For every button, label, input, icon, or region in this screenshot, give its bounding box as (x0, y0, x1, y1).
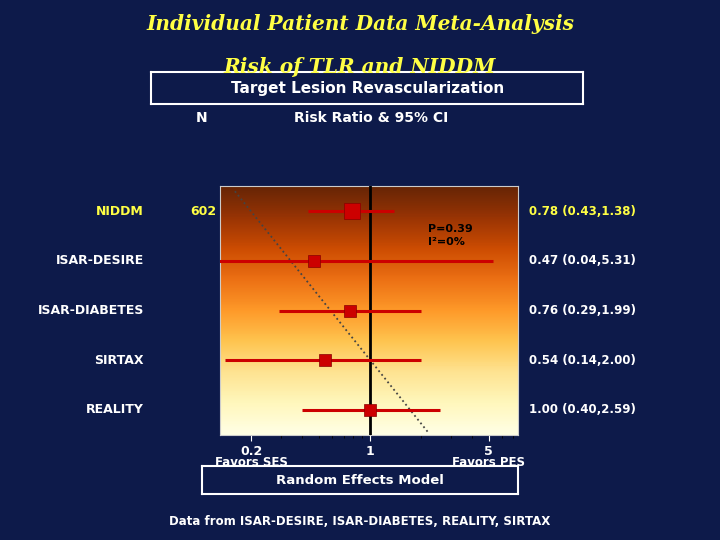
Text: SIRTAX: SIRTAX (94, 354, 144, 367)
Text: Data from ISAR-DESIRE, ISAR-DIABETES, REALITY, SIRTAX: Data from ISAR-DESIRE, ISAR-DIABETES, RE… (169, 515, 551, 528)
Text: 1.00 (0.40,2.59): 1.00 (0.40,2.59) (529, 403, 636, 416)
Text: Risk Ratio & 95% CI: Risk Ratio & 95% CI (294, 111, 448, 125)
Text: 0.76 (0.29,1.99): 0.76 (0.29,1.99) (529, 304, 636, 317)
Text: REALITY: REALITY (86, 403, 144, 416)
Text: Random Effects Model: Random Effects Model (276, 474, 444, 487)
Text: NIDDM: NIDDM (96, 205, 144, 218)
Text: ISAR-DESIRE: ISAR-DESIRE (55, 254, 144, 267)
Text: P=0.39
I²=0%: P=0.39 I²=0% (428, 224, 473, 247)
Text: 602: 602 (191, 205, 217, 218)
Text: Favors SES: Favors SES (215, 456, 288, 469)
Text: Target Lesion Revascularization: Target Lesion Revascularization (230, 80, 504, 96)
Text: 0.54 (0.14,2.00): 0.54 (0.14,2.00) (529, 354, 636, 367)
Text: ISAR-DIABETES: ISAR-DIABETES (37, 304, 144, 317)
Text: Individual Patient Data Meta-Analysis: Individual Patient Data Meta-Analysis (146, 14, 574, 33)
Text: Favors PES: Favors PES (452, 456, 525, 469)
Text: Risk of TLR and NIDDM: Risk of TLR and NIDDM (224, 57, 496, 77)
Text: 0.78 (0.43,1.38): 0.78 (0.43,1.38) (529, 205, 636, 218)
Text: 0.47 (0.04,5.31): 0.47 (0.04,5.31) (529, 254, 636, 267)
Text: N: N (196, 111, 207, 125)
